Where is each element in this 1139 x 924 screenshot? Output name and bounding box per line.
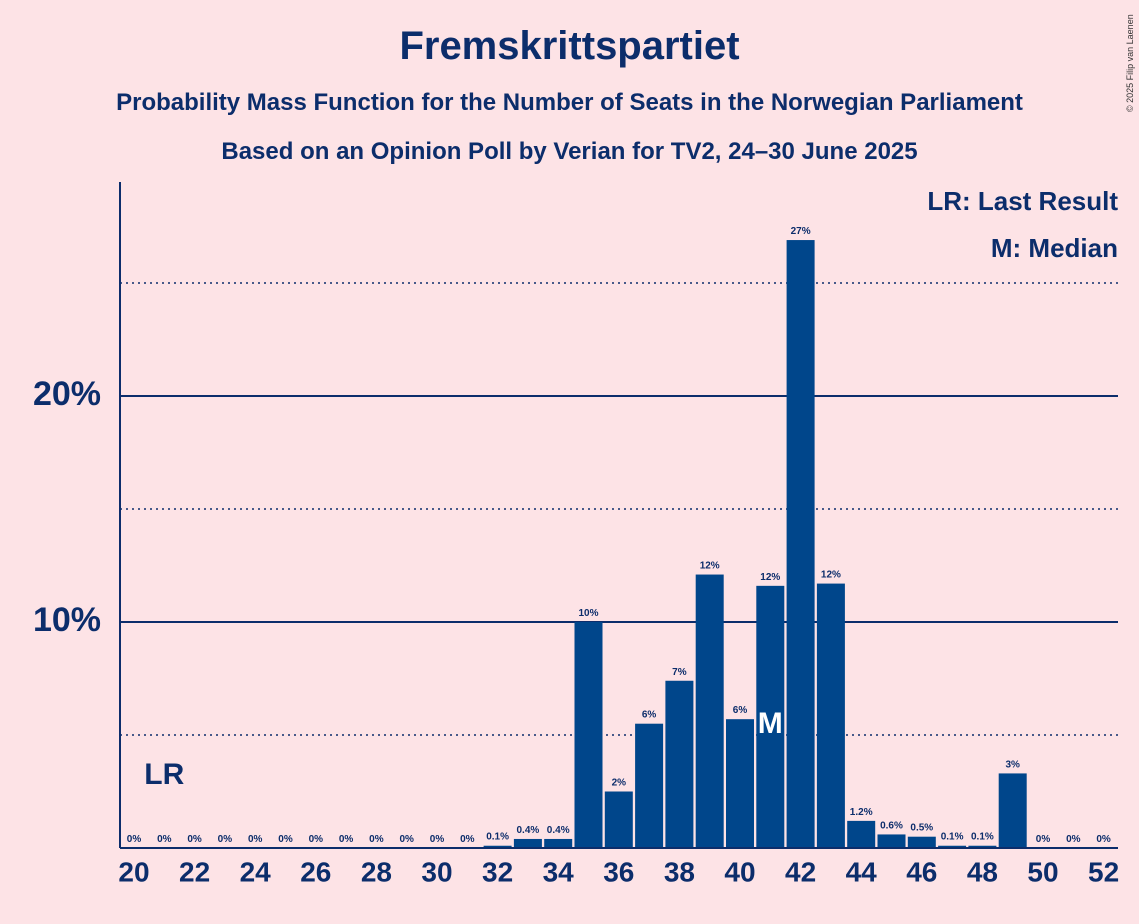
x-tick-label-28: 28 <box>361 856 392 887</box>
chart-source-note: Based on an Opinion Poll by Verian for T… <box>221 138 918 165</box>
median-marker: M <box>758 707 783 740</box>
legend-last-result: LR: Last Result <box>927 186 1118 216</box>
x-tick-label-24: 24 <box>240 856 272 887</box>
x-tick-label-52: 52 <box>1088 856 1119 887</box>
bar-seat-33 <box>513 838 542 848</box>
bar-seat-38 <box>665 680 694 848</box>
data-label-seat-23: 0% <box>218 834 233 845</box>
data-label-seat-49: 3% <box>1005 759 1020 770</box>
data-label-seat-38: 7% <box>672 667 687 678</box>
data-label-seat-50: 0% <box>1036 834 1051 845</box>
bar-seat-41 <box>756 585 785 848</box>
data-label-seat-34: 0.4% <box>547 825 570 836</box>
y-tick-label-10pct: 10% <box>33 601 101 639</box>
data-label-seat-32: 0.1% <box>486 832 509 843</box>
x-tick-label-30: 30 <box>421 856 452 887</box>
data-label-seat-20: 0% <box>127 834 142 845</box>
chart-title: Fremskrittspartiet <box>399 24 740 68</box>
data-label-seat-51: 0% <box>1066 834 1081 845</box>
x-tick-label-34: 34 <box>543 856 575 887</box>
bar-seat-37 <box>635 723 664 848</box>
data-label-seat-47: 0.1% <box>941 832 964 843</box>
data-label-seat-29: 0% <box>399 834 414 845</box>
bar-seat-48 <box>968 845 997 848</box>
bar-seat-42 <box>786 240 815 848</box>
data-label-seat-27: 0% <box>339 834 354 845</box>
data-label-seat-33: 0.4% <box>517 825 540 836</box>
data-label-seat-43: 12% <box>821 570 841 581</box>
data-label-seat-26: 0% <box>309 834 324 845</box>
data-labels: 0% 0% 0% 0% 0% 0% 0% 0% 0% 0% 0% 0% 0.1% 0.4% 0.4% 10% 2… <box>127 226 1111 845</box>
data-label-seat-42: 27% <box>791 226 811 237</box>
bar-seat-34 <box>544 838 573 848</box>
x-tick-label-36: 36 <box>603 856 634 887</box>
x-tick-label-50: 50 <box>1027 856 1058 887</box>
data-label-seat-22: 0% <box>187 834 202 845</box>
bar-seat-43 <box>816 583 845 848</box>
data-label-seat-48: 0.1% <box>971 832 994 843</box>
x-tick-label-26: 26 <box>300 856 331 887</box>
data-label-seat-21: 0% <box>157 834 172 845</box>
data-label-seat-31: 0% <box>460 834 475 845</box>
bars <box>483 240 1027 848</box>
axes <box>119 182 1118 849</box>
data-label-seat-40: 6% <box>733 705 748 716</box>
bar-seat-40 <box>726 719 754 848</box>
bar-seat-49 <box>998 773 1027 848</box>
bar-seat-44 <box>847 820 876 848</box>
markers: LR M <box>144 707 783 791</box>
bar-seat-46 <box>907 836 936 848</box>
gridlines <box>120 282 1118 736</box>
x-tick-label-44: 44 <box>846 856 878 887</box>
data-label-seat-28: 0% <box>369 834 384 845</box>
bar-seat-47 <box>938 845 967 848</box>
x-tick-label-46: 46 <box>906 856 937 887</box>
bar-seat-45 <box>877 834 906 848</box>
legend-median: M: Median <box>991 233 1118 263</box>
data-label-seat-30: 0% <box>430 834 445 845</box>
data-label-seat-46: 0.5% <box>910 823 933 834</box>
data-label-seat-35: 10% <box>578 608 598 619</box>
data-label-seat-24: 0% <box>248 834 263 845</box>
data-label-seat-44: 1.2% <box>850 807 873 818</box>
data-label-seat-36: 2% <box>612 778 627 789</box>
bar-seat-36 <box>604 791 633 848</box>
last-result-marker: LR <box>144 758 184 791</box>
chart-subtitle: Probability Mass Function for the Number… <box>116 89 1023 116</box>
data-label-seat-41: 12% <box>760 572 780 583</box>
x-tick-label-32: 32 <box>482 856 513 887</box>
data-label-seat-52: 0% <box>1096 834 1111 845</box>
y-tick-labels: 10% 20% <box>33 375 101 639</box>
bar-seat-32 <box>483 845 512 848</box>
data-label-seat-37: 6% <box>642 710 657 721</box>
x-tick-label-20: 20 <box>118 856 149 887</box>
x-tick-labels: 20 22 24 26 28 30 32 34 36 38 40 42 44 46 48 50 52 <box>118 856 1119 887</box>
y-tick-label-20pct: 20% <box>33 375 101 413</box>
data-label-seat-25: 0% <box>278 834 293 845</box>
x-tick-label-22: 22 <box>179 856 210 887</box>
bar-seat-35 <box>574 622 603 848</box>
data-label-seat-39: 12% <box>700 561 720 572</box>
x-tick-label-42: 42 <box>785 856 816 887</box>
data-label-seat-45: 0.6% <box>880 820 903 831</box>
bar-seat-39 <box>695 574 724 848</box>
x-tick-label-40: 40 <box>724 856 755 887</box>
x-tick-label-38: 38 <box>664 856 695 887</box>
x-tick-label-48: 48 <box>967 856 998 887</box>
